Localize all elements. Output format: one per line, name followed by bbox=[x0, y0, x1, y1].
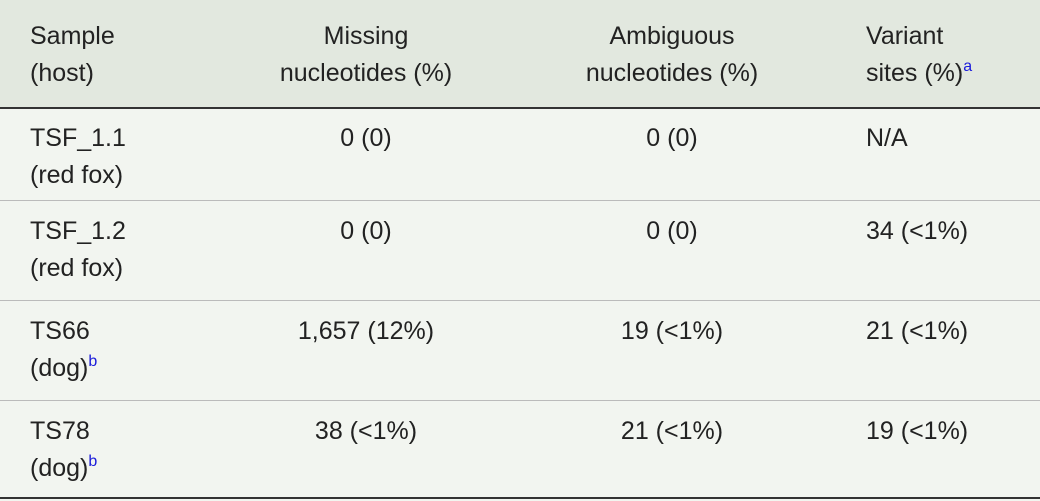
sample-name: TSF_1.2 bbox=[30, 217, 126, 245]
header-row: Sample (host) Missing nucleotides (%) Ambigu… bbox=[0, 0, 1040, 109]
header-text: nucleotides (%) bbox=[585, 59, 759, 87]
variant-cell: N/A bbox=[866, 124, 908, 152]
ambiguous-cell: 21 (<1%) bbox=[620, 417, 724, 445]
host: (red fox) bbox=[30, 161, 124, 189]
header-text: Ambiguous bbox=[609, 22, 735, 50]
footnote-mark: b bbox=[88, 353, 98, 370]
header-cell: Missing nucleotides (%) bbox=[226, 18, 506, 92]
sample-cell: TS78 (dog)b bbox=[30, 413, 97, 487]
footnote-mark: a bbox=[963, 58, 973, 75]
sample-name: TS66 bbox=[30, 317, 90, 345]
header-text: sites (%) bbox=[866, 59, 964, 87]
header-cell: Variant sites (%)a bbox=[866, 18, 972, 92]
missing-cell: 0 (0) bbox=[340, 217, 392, 245]
sample-cell: TS66 (dog)b bbox=[30, 313, 97, 387]
host: (dog) bbox=[30, 354, 89, 382]
ambiguous-cell: 0 (0) bbox=[646, 217, 698, 245]
header-text: Missing bbox=[323, 22, 409, 50]
ambiguous-cell: 0 (0) bbox=[646, 124, 698, 152]
header-cell: Sample (host) bbox=[30, 18, 115, 92]
header-cell: Ambiguous nucleotides (%) bbox=[532, 18, 812, 92]
host: (dog) bbox=[30, 454, 89, 482]
sample-name: TS78 bbox=[30, 417, 90, 445]
ambiguous-cell: 19 (<1%) bbox=[620, 317, 724, 345]
table-row: TS78 (dog)b 38 (<1%) 21 (<1%) 19 (<1%) bbox=[0, 401, 1040, 499]
footnote-mark: b bbox=[88, 453, 98, 470]
variant-cell: 34 (<1%) bbox=[866, 217, 969, 245]
missing-cell: 38 (<1%) bbox=[314, 417, 418, 445]
host: (red fox) bbox=[30, 254, 124, 282]
table-row: TS66 (dog)b 1,657 (12%) 19 (<1%) 21 (<1%) bbox=[0, 301, 1040, 401]
missing-cell: 1,657 (12%) bbox=[297, 317, 435, 345]
missing-cell: 0 (0) bbox=[340, 124, 392, 152]
table-row: TSF_1.2 (red fox) 0 (0) 0 (0) 34 (<1%) bbox=[0, 201, 1040, 301]
table-row: TSF_1.1 (red fox) 0 (0) 0 (0) N/A bbox=[0, 108, 1040, 201]
sample-cell: TSF_1.2 (red fox) bbox=[30, 213, 126, 287]
sample-cell: TSF_1.1 (red fox) bbox=[30, 120, 126, 194]
variant-cell: 19 (<1%) bbox=[866, 417, 969, 445]
header-text: Sample bbox=[30, 22, 115, 50]
variant-cell: 21 (<1%) bbox=[866, 317, 969, 345]
header-text: Variant bbox=[866, 22, 944, 50]
header-text: nucleotides (%) bbox=[279, 59, 453, 87]
header-text: (host) bbox=[30, 59, 94, 87]
sample-name: TSF_1.1 bbox=[30, 124, 126, 152]
